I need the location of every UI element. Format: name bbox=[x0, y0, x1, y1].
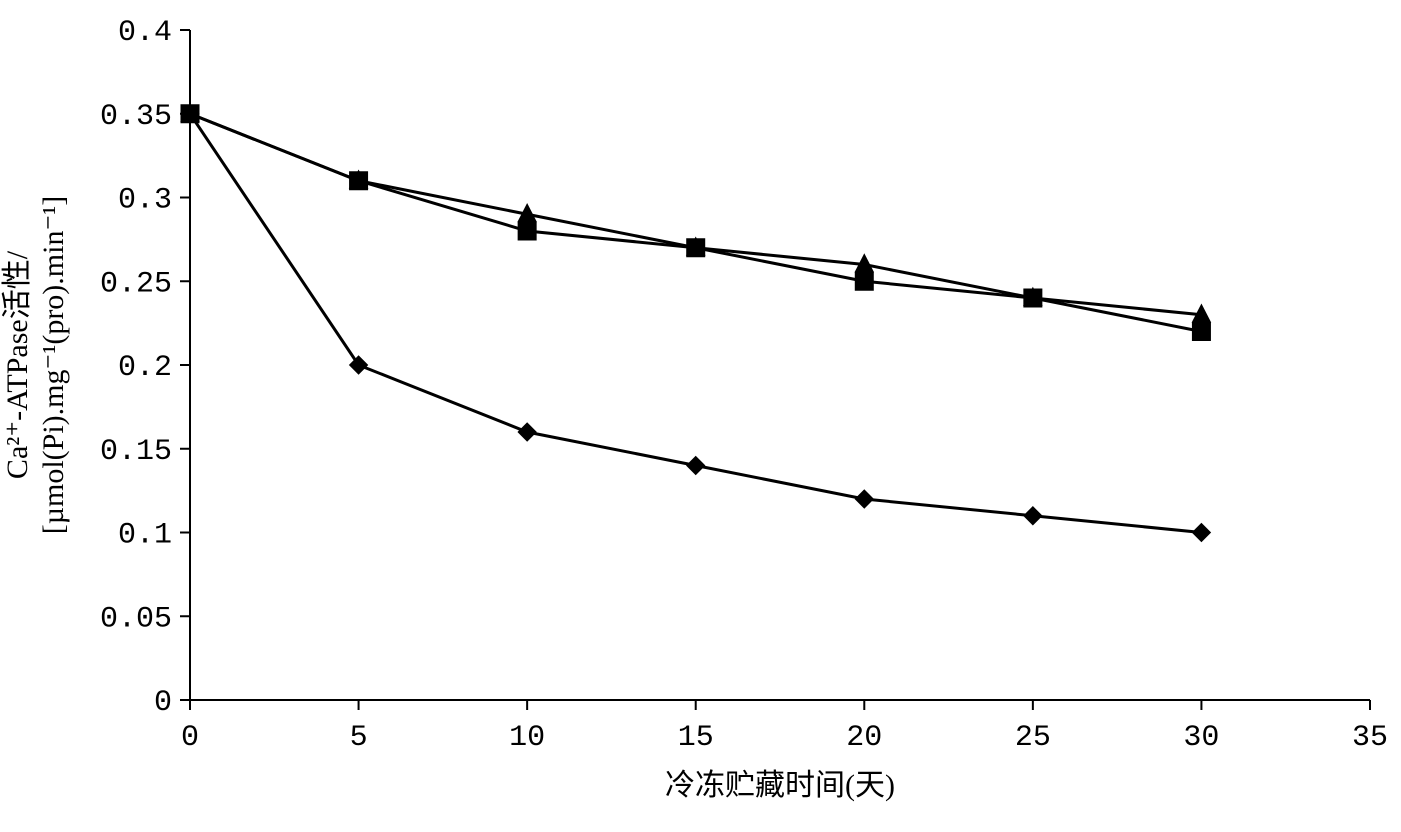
y-axis-title-line2: [µmol(Pi).mg⁻¹(pro).min⁻¹] bbox=[37, 196, 70, 535]
y-tick-label: 0.2 bbox=[118, 351, 172, 385]
chart-container: 0 5 10 15 20 25 30 35 0 0.05 0.1 0.15 0.2 0.25 0.3 0.35… bbox=[0, 0, 1401, 832]
x-tick-label: 25 bbox=[1015, 721, 1051, 755]
series-diamond-marker-diamond bbox=[1024, 507, 1042, 525]
y-tick-label: 0.35 bbox=[100, 100, 172, 134]
x-tick-label: 20 bbox=[846, 721, 882, 755]
series-square-marker-square bbox=[518, 222, 536, 240]
y-axis-title-group: Ca²⁺-ATPase活性/[µmol(Pi).mg⁻¹(pro).min⁻¹] bbox=[1, 196, 70, 535]
y-tick-label: 0 bbox=[154, 686, 172, 720]
x-tick-label: 35 bbox=[1352, 721, 1388, 755]
series-diamond-marker-diamond bbox=[350, 356, 368, 374]
y-axis-title-line1: Ca²⁺-ATPase活性/ bbox=[1, 250, 34, 479]
chart-svg: 0 5 10 15 20 25 30 35 0 0.05 0.1 0.15 0.2 0.25 0.3 0.35… bbox=[0, 0, 1401, 832]
series-square-marker-square bbox=[855, 272, 873, 290]
y-tick-label: 0.05 bbox=[100, 602, 172, 636]
series-diamond-marker-diamond bbox=[855, 490, 873, 508]
series-diamond-marker-diamond bbox=[1192, 524, 1210, 542]
x-tick-label: 15 bbox=[678, 721, 714, 755]
y-tick-label: 0.1 bbox=[118, 519, 172, 553]
x-axis-title: 冷冻贮藏时间(天) bbox=[665, 769, 895, 802]
x-tick-label: 30 bbox=[1183, 721, 1219, 755]
x-tick-label: 10 bbox=[509, 721, 545, 755]
series-diamond-marker-diamond bbox=[518, 423, 536, 441]
y-tick-label: 0.3 bbox=[118, 184, 172, 218]
x-tick-label: 5 bbox=[350, 721, 368, 755]
y-tick-label: 0.15 bbox=[100, 435, 172, 469]
y-tick-label: 0.25 bbox=[100, 267, 172, 301]
x-tick-label: 0 bbox=[181, 721, 199, 755]
series-diamond-marker-diamond bbox=[687, 457, 705, 475]
series-square-marker-square bbox=[1192, 323, 1210, 341]
y-tick-label: 0.4 bbox=[118, 16, 172, 50]
series-triangle-line bbox=[190, 114, 1201, 315]
